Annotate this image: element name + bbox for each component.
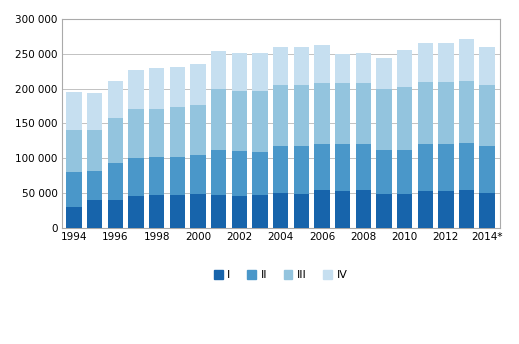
Bar — [66, 92, 82, 130]
Bar — [87, 93, 102, 130]
Bar — [190, 154, 206, 194]
Bar — [87, 130, 102, 171]
Bar — [190, 64, 206, 105]
Bar — [66, 207, 82, 228]
Bar — [211, 150, 226, 195]
Bar — [170, 195, 185, 228]
Bar — [87, 171, 102, 200]
Bar — [211, 195, 226, 228]
Bar — [397, 87, 413, 150]
Bar — [294, 47, 309, 85]
Bar — [356, 190, 371, 228]
Bar — [252, 53, 268, 91]
Bar — [252, 195, 268, 228]
Bar — [459, 81, 474, 143]
Bar — [128, 158, 144, 196]
Bar — [273, 146, 289, 193]
Bar — [417, 43, 433, 82]
Bar — [149, 195, 165, 228]
Bar — [335, 144, 350, 191]
Bar — [417, 82, 433, 144]
Bar — [480, 193, 495, 228]
Bar — [314, 45, 330, 83]
Bar — [397, 150, 413, 194]
Bar — [231, 196, 247, 228]
Bar — [149, 157, 165, 195]
Bar — [480, 85, 495, 146]
Bar — [417, 144, 433, 191]
Bar — [107, 201, 123, 228]
Bar — [459, 39, 474, 81]
Bar — [376, 150, 392, 194]
Bar — [417, 191, 433, 228]
Bar — [87, 200, 102, 228]
Bar — [170, 107, 185, 157]
Bar — [231, 151, 247, 196]
Bar — [438, 82, 454, 144]
Bar — [273, 47, 289, 85]
Bar — [397, 50, 413, 87]
Bar — [438, 144, 454, 191]
Bar — [231, 91, 247, 151]
Bar — [170, 157, 185, 195]
Bar — [335, 54, 350, 83]
Bar — [314, 144, 330, 190]
Bar — [211, 89, 226, 150]
Bar — [128, 109, 144, 158]
Bar — [376, 58, 392, 88]
Bar — [149, 109, 165, 157]
Bar — [376, 88, 392, 150]
Bar — [66, 130, 82, 172]
Bar — [66, 172, 82, 207]
Bar — [149, 68, 165, 109]
Bar — [335, 191, 350, 228]
Bar — [170, 67, 185, 107]
Bar — [459, 143, 474, 190]
Bar — [356, 83, 371, 144]
Bar — [314, 83, 330, 144]
Bar — [335, 83, 350, 144]
Bar — [294, 194, 309, 228]
Bar — [128, 70, 144, 109]
Bar — [294, 85, 309, 146]
Bar — [190, 194, 206, 228]
Bar — [294, 146, 309, 194]
Bar — [190, 105, 206, 154]
Bar — [107, 81, 123, 118]
Bar — [480, 146, 495, 193]
Bar — [314, 190, 330, 228]
Bar — [211, 51, 226, 89]
Bar — [438, 191, 454, 228]
Bar — [438, 43, 454, 82]
Bar — [273, 193, 289, 228]
Bar — [480, 47, 495, 85]
Bar — [231, 53, 247, 91]
Bar — [107, 118, 123, 163]
Bar — [356, 53, 371, 83]
Bar — [128, 196, 144, 228]
Legend: I, II, III, IV: I, II, III, IV — [209, 266, 352, 284]
Bar — [356, 144, 371, 190]
Bar — [459, 190, 474, 228]
Bar — [376, 194, 392, 228]
Bar — [107, 163, 123, 201]
Bar — [252, 152, 268, 195]
Bar — [252, 91, 268, 152]
Bar — [273, 85, 289, 146]
Bar — [397, 194, 413, 228]
